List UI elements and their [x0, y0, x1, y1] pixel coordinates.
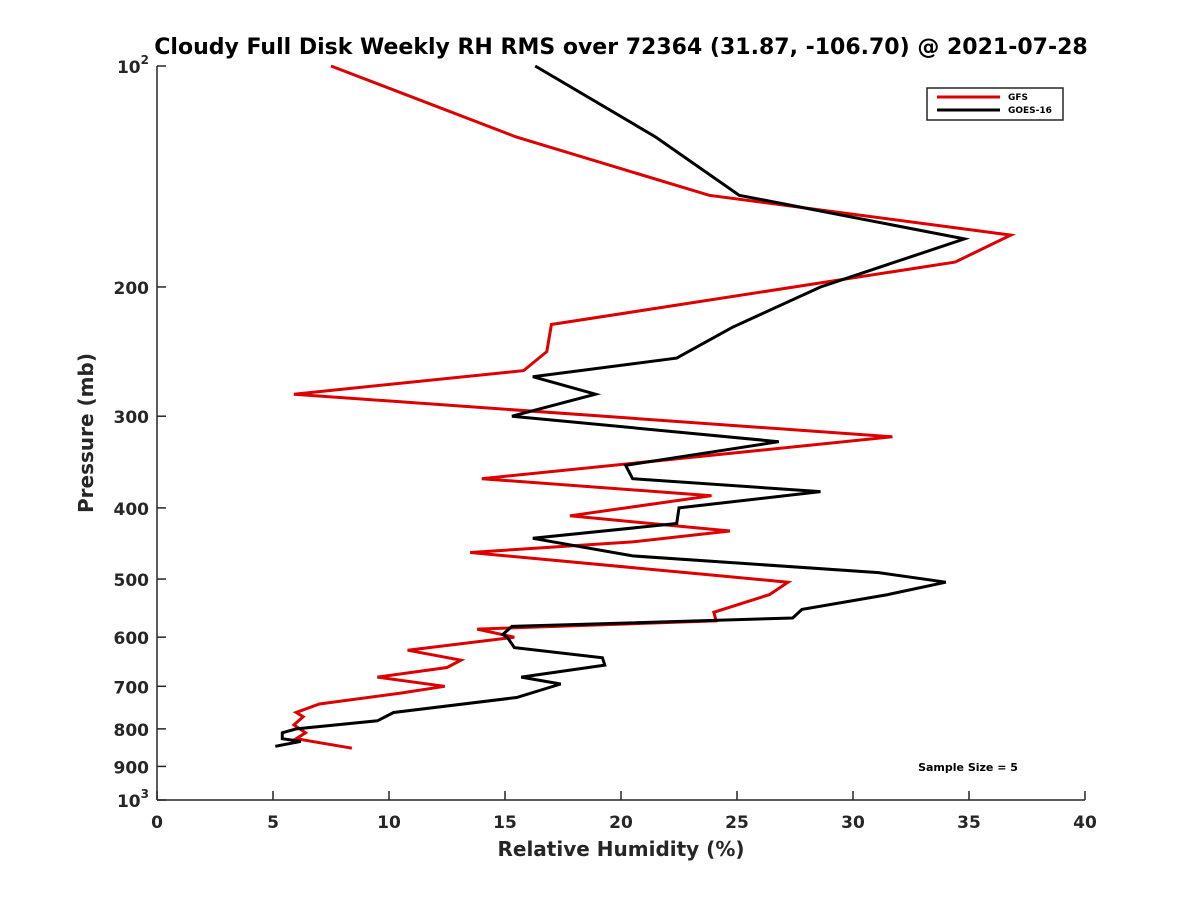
y-tick-label: 200	[114, 279, 150, 299]
x-tick-label: 20	[609, 813, 633, 833]
legend[interactable]: GFS GOES-16	[926, 87, 1064, 121]
x-tick-label: 30	[841, 813, 865, 833]
sample-size-annotation: Sample Size = 5	[918, 761, 1018, 774]
y-tick-base: 600	[114, 629, 150, 649]
y-tick-base: 10	[117, 58, 141, 78]
x-tick-label: 25	[725, 813, 749, 833]
axes: 0 5 10 15 20 25 30 35 40102200300400500600700800…	[114, 53, 1097, 833]
y-tick-base: 400	[114, 500, 150, 520]
chart-title: Cloudy Full Disk Weekly RH RMS over 7236…	[154, 35, 1087, 60]
y-tick-label: 800	[114, 721, 150, 741]
y-tick-base: 900	[114, 758, 150, 778]
y-tick-label: 900	[114, 758, 150, 778]
x-tick-label: 40	[1073, 813, 1097, 833]
y-tick-exponent: 3	[141, 787, 149, 801]
y-tick-label: 102	[117, 53, 149, 78]
series-layer	[275, 64, 1016, 750]
y-tick-base: 300	[114, 408, 150, 428]
x-tick-label: 35	[957, 813, 981, 833]
series-line-goes-16	[275, 64, 971, 748]
y-tick-label: 300	[114, 408, 150, 428]
legend-item-goes-16[interactable]: GOES-16	[937, 106, 1052, 116]
legend-item-gfs[interactable]: GFS	[937, 93, 1028, 103]
y-tick-label: 103	[117, 787, 149, 812]
legend-label: GFS	[1008, 93, 1028, 103]
x-tick-label: 5	[267, 813, 279, 833]
y-tick-label: 400	[114, 500, 150, 520]
x-axis-label: Relative Humidity (%)	[497, 837, 744, 861]
y-tick-base: 700	[114, 678, 150, 698]
y-tick-exponent: 2	[141, 53, 149, 67]
y-tick-label: 500	[114, 571, 150, 591]
y-tick-base: 10	[117, 792, 141, 812]
series-line-gfs	[291, 64, 1016, 750]
x-tick-label: 10	[377, 813, 401, 833]
y-tick-label: 600	[114, 629, 150, 649]
legend-box	[926, 87, 1064, 121]
y-tick-base: 200	[114, 279, 150, 299]
y-tick-base: 500	[114, 571, 150, 591]
y-axis-label: Pressure (mb)	[74, 353, 98, 513]
x-tick-label: 0	[151, 813, 163, 833]
y-tick-label: 700	[114, 678, 150, 698]
x-tick-label: 15	[493, 813, 517, 833]
legend-label: GOES-16	[1008, 106, 1052, 116]
y-tick-base: 800	[114, 721, 150, 741]
